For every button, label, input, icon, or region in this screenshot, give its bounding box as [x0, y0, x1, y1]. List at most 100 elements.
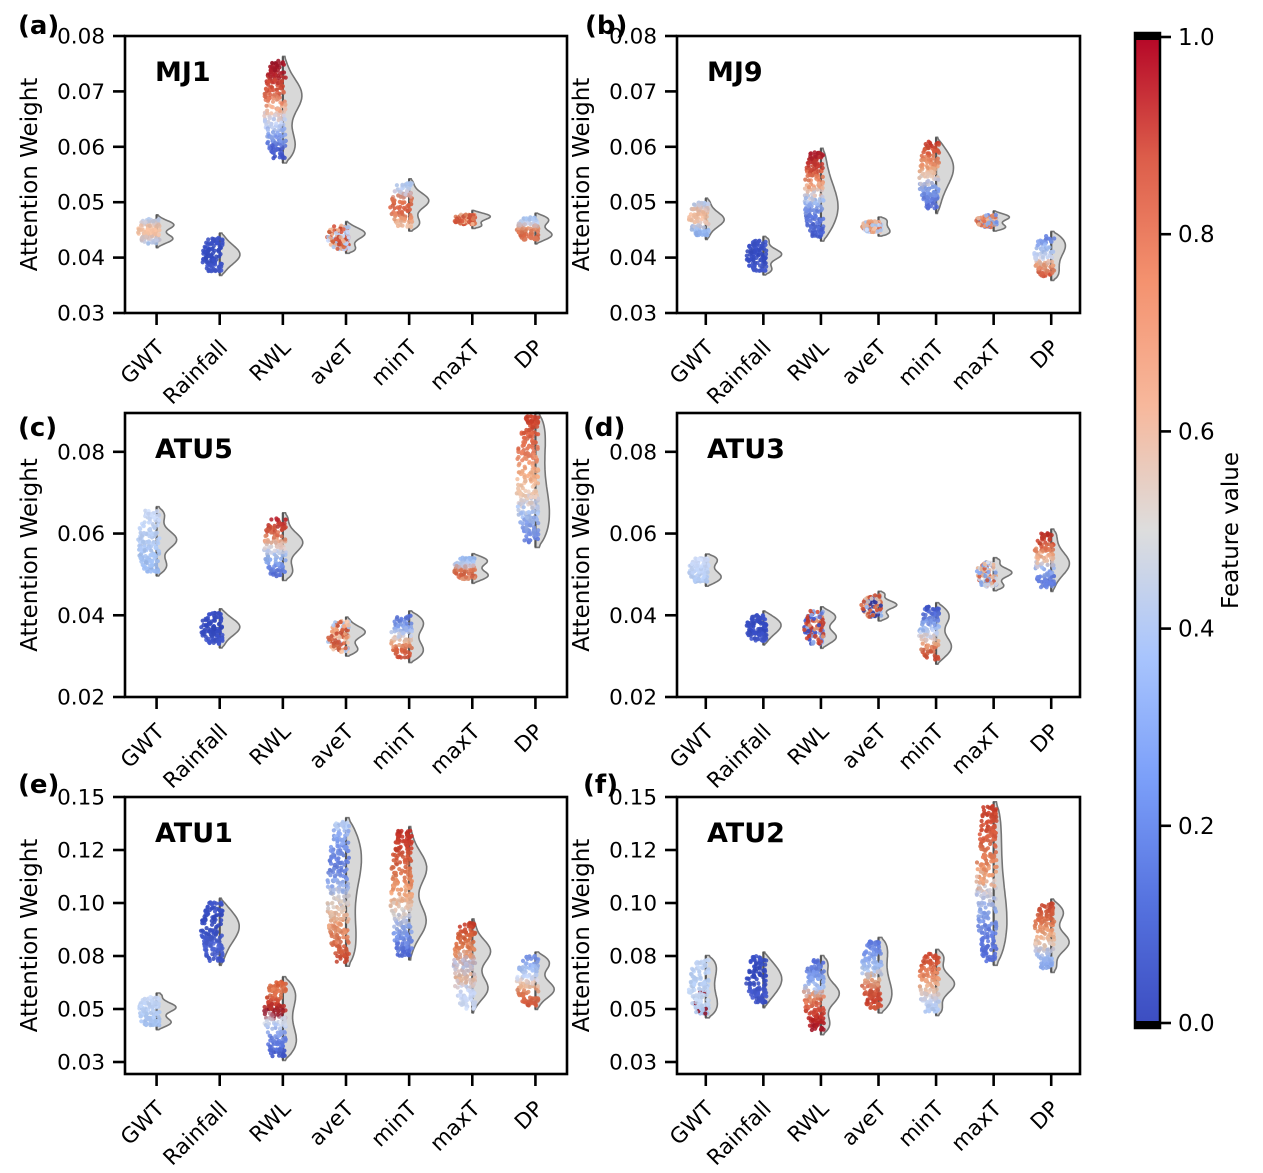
y-tick-label: 0.08	[609, 945, 657, 970]
strip-points-DP	[514, 215, 541, 242]
panel-title: ATU1	[155, 818, 233, 849]
colorbar-tick-label: 0.8	[1178, 222, 1215, 248]
strip-points-maxT	[974, 212, 999, 230]
strip-points-DP	[1032, 901, 1057, 971]
y-axis-label: Attention Weight	[17, 78, 43, 272]
strip-points-aveT	[859, 593, 884, 619]
half-violin-minT	[408, 178, 430, 232]
colorbar-bottom-cap	[1135, 1021, 1160, 1028]
x-tick-label-GWT: GWT	[116, 335, 170, 389]
colorbar: 1.0 0.8 0.6 0.4 0.2 0.0 Feature value	[1133, 25, 1244, 1037]
strip-points-DP	[514, 414, 541, 545]
x-tick-label-maxT: maxT	[425, 1096, 486, 1157]
x-tick-label-DP: DP	[510, 720, 549, 759]
colorbar-tick-label: 0.2	[1178, 814, 1215, 840]
strip-points-Rainfall	[744, 954, 769, 1005]
colorbar-tick-label: 0.0	[1178, 1011, 1215, 1037]
x-tick-label-minT: minT	[367, 1096, 423, 1152]
strip-points-DP	[1032, 531, 1057, 590]
strip-points-minT	[388, 181, 415, 230]
strip-points-aveT	[860, 939, 884, 1011]
strip-points-aveT	[326, 618, 351, 654]
strip-points-GWT	[136, 508, 162, 574]
y-tick-label: 0.08	[57, 945, 105, 970]
y-tick-label: 0.06	[609, 135, 657, 160]
x-tick-label-RWL: RWL	[245, 1097, 296, 1148]
y-tick-label: 0.07	[57, 80, 105, 105]
half-violin-DP	[534, 951, 556, 1011]
panel-title: ATU3	[707, 434, 785, 465]
panel-letter: (f)	[583, 770, 618, 800]
strip-points-aveT	[860, 219, 884, 235]
x-tick-label-maxT: maxT	[425, 719, 486, 780]
half-violin-GWT	[704, 553, 722, 587]
y-axis-label: Attention Weight	[17, 839, 43, 1033]
y-tick-label: 0.07	[609, 80, 657, 105]
y-tick-label: 0.05	[57, 191, 105, 216]
strip-points-Rainfall	[200, 235, 225, 274]
strip-points-aveT	[325, 819, 352, 965]
x-tick-label-DP: DP	[510, 1097, 549, 1136]
x-tick-label-minT: minT	[367, 719, 423, 775]
x-tick-label-Rainfall: Rainfall	[159, 1097, 233, 1171]
y-tick-label: 0.02	[609, 686, 657, 711]
x-tick-label-aveT: aveT	[837, 335, 892, 390]
x-tick-label-GWT: GWT	[665, 1096, 719, 1150]
x-tick-label-aveT: aveT	[305, 335, 360, 390]
colorbar-gradient	[1135, 33, 1160, 1028]
x-tick-label-aveT: aveT	[837, 1096, 892, 1151]
y-tick-label: 0.03	[609, 302, 657, 327]
colorbar-top-cap	[1135, 33, 1160, 40]
y-tick-label: 0.15	[609, 786, 657, 811]
half-violin-minT	[935, 601, 953, 665]
panel-letter: (c)	[18, 413, 57, 443]
strip-points-aveT	[325, 223, 351, 252]
y-tick-label: 0.15	[57, 786, 105, 811]
y-tick-label: 0.04	[609, 604, 657, 629]
half-violin-maxT	[471, 918, 492, 1014]
x-tick-label-minT: minT	[894, 335, 950, 391]
half-violin-DP	[1050, 898, 1070, 974]
half-violin-GWT	[155, 505, 178, 577]
x-tick-label-RWL: RWL	[783, 336, 834, 387]
y-tick-label: 0.08	[609, 440, 657, 465]
half-violin-Rainfall	[762, 235, 783, 276]
half-violin-DP	[1050, 230, 1067, 282]
half-violin-minT	[408, 825, 428, 961]
strip-points-minT	[917, 604, 942, 662]
x-tick-label-GWT: GWT	[116, 719, 170, 773]
x-tick-label-minT: minT	[367, 335, 423, 391]
half-violin-GWT	[155, 992, 177, 1031]
strip-points-minT	[917, 139, 942, 211]
y-tick-label: 0.12	[609, 839, 657, 864]
strip-points-RWL	[262, 516, 288, 579]
x-tick-label-RWL: RWL	[245, 336, 296, 387]
strip-points-GWT	[136, 216, 162, 246]
strip-points-RWL	[262, 979, 288, 1059]
x-tick-label-DP: DP	[510, 336, 549, 375]
y-tick-label: 0.02	[57, 686, 105, 711]
panel-letter: (e)	[18, 770, 59, 800]
x-tick-label-maxT: maxT	[425, 335, 486, 396]
strip-points-GWT	[137, 995, 162, 1028]
strip-points-DP	[514, 953, 541, 1008]
colorbar-axis-label: Feature value	[1218, 452, 1244, 609]
half-violin-Rainfall	[218, 608, 241, 649]
half-violin-maxT	[992, 556, 1013, 592]
y-tick-label: 0.10	[57, 892, 105, 917]
x-tick-label-RWL: RWL	[245, 720, 296, 771]
x-tick-label-GWT: GWT	[665, 335, 719, 389]
strip-points-RWL	[801, 958, 826, 1033]
y-tick-label: 0.08	[609, 25, 657, 50]
y-tick-label: 0.06	[609, 522, 657, 547]
x-tick-label-DP: DP	[1026, 1097, 1065, 1136]
strip-points-RWL	[802, 150, 826, 239]
x-tick-label-Rainfall: Rainfall	[702, 1097, 776, 1171]
half-violin-aveT	[345, 816, 363, 967]
panel-letter: (a)	[18, 11, 59, 41]
